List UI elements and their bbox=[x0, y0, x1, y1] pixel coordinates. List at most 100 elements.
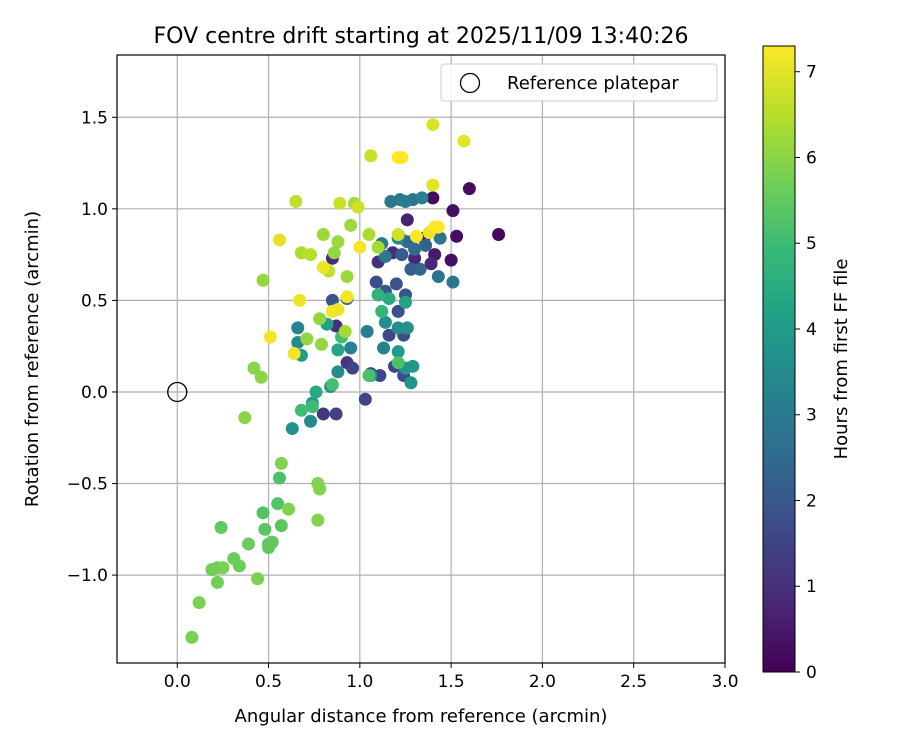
scatter-point bbox=[391, 356, 405, 370]
scatter-point bbox=[353, 240, 367, 254]
scatter-point bbox=[450, 229, 464, 243]
scatter-point bbox=[287, 347, 301, 361]
scatter-point bbox=[331, 365, 345, 379]
scatter-point bbox=[400, 213, 414, 227]
scatter-point bbox=[406, 359, 420, 373]
scatter-point bbox=[313, 312, 327, 326]
y-axis-ticks: −1.0 −0.5 0.0 0.5 1.0 1.5 bbox=[67, 108, 117, 586]
scatter-point bbox=[305, 400, 319, 414]
scatter-point bbox=[271, 497, 285, 511]
scatter-point bbox=[313, 482, 327, 496]
scatter-point bbox=[462, 182, 476, 196]
grid-lines bbox=[117, 55, 726, 663]
scatter-points bbox=[185, 118, 506, 644]
x-tick-label: 0.5 bbox=[255, 672, 282, 692]
scatter-point bbox=[210, 575, 224, 589]
scatter-point bbox=[272, 471, 286, 485]
scatter-point bbox=[294, 403, 308, 417]
scatter-point bbox=[378, 315, 392, 329]
colorbar-tick-label: 2 bbox=[806, 491, 817, 511]
scatter-point bbox=[344, 218, 358, 232]
scatter-point bbox=[258, 522, 272, 536]
scatter-point bbox=[311, 513, 325, 527]
scatter-point bbox=[362, 227, 376, 241]
colorbar-tick-label: 0 bbox=[806, 663, 817, 683]
y-tick-label: −1.0 bbox=[67, 566, 108, 586]
scatter-point bbox=[263, 330, 277, 344]
scatter-point bbox=[409, 229, 423, 243]
scatter-point bbox=[444, 253, 458, 267]
scatter-point bbox=[424, 257, 438, 271]
y-tick-label: 1.0 bbox=[81, 200, 108, 220]
scatter-point bbox=[256, 273, 270, 287]
scatter-point bbox=[431, 270, 445, 284]
scatter-point bbox=[262, 541, 276, 555]
legend-marker-reference bbox=[459, 72, 481, 94]
scatter-point bbox=[419, 238, 433, 252]
scatter-point bbox=[251, 572, 265, 586]
scatter-point bbox=[415, 191, 429, 205]
colorbar-ticks: 0 1 2 3 4 5 6 7 bbox=[795, 63, 817, 683]
scatter-point bbox=[325, 378, 339, 392]
scatter-point bbox=[327, 246, 341, 260]
reference-platepar-marker bbox=[167, 381, 188, 403]
scatter-point bbox=[358, 392, 372, 406]
scatter-point bbox=[389, 277, 403, 291]
scatter-point bbox=[274, 519, 288, 533]
scatter-point bbox=[238, 411, 252, 425]
scatter-point bbox=[214, 520, 228, 534]
scatter-point bbox=[216, 561, 230, 575]
colorbar-tick-label: 7 bbox=[806, 63, 817, 83]
colorbar-label: Hours from first FF file bbox=[831, 259, 852, 460]
scatter-point bbox=[382, 328, 396, 342]
scatter-point bbox=[408, 251, 422, 265]
scatter-point bbox=[378, 249, 392, 263]
x-tick-label: 1.5 bbox=[438, 672, 465, 692]
scatter-point bbox=[391, 345, 405, 359]
scatter-point bbox=[304, 414, 318, 428]
legend-label-reference: Reference platepar bbox=[507, 73, 679, 94]
scatter-point bbox=[274, 456, 288, 470]
scatter-point bbox=[431, 220, 445, 234]
scatter-point bbox=[360, 325, 374, 339]
scatter-point bbox=[446, 204, 460, 218]
scatter-point bbox=[375, 304, 389, 318]
colorbar-tick-label: 6 bbox=[806, 148, 817, 168]
colorbar-gradient bbox=[762, 45, 796, 673]
scatter-point bbox=[362, 368, 376, 382]
scatter-point bbox=[338, 325, 352, 339]
y-tick-label: 0.5 bbox=[81, 291, 108, 311]
colorbar-tick-label: 1 bbox=[806, 577, 817, 597]
legend-box bbox=[440, 63, 718, 102]
colorbar-tick-label: 4 bbox=[806, 320, 817, 340]
scatter-point bbox=[382, 292, 396, 306]
scatter-point bbox=[457, 134, 471, 148]
x-axis-ticks: 0.0 0.5 1.0 1.5 2.0 2.5 3.0 bbox=[164, 663, 739, 692]
scatter-point bbox=[331, 303, 345, 317]
scatter-point bbox=[293, 293, 307, 307]
scatter-point bbox=[272, 233, 286, 247]
y-tick-label: −0.5 bbox=[67, 475, 108, 495]
scatter-point bbox=[247, 361, 261, 375]
scatter-point bbox=[395, 151, 409, 165]
x-tick-label: 2.0 bbox=[529, 672, 556, 692]
scatter-point bbox=[256, 506, 270, 520]
scatter-point bbox=[408, 242, 422, 256]
x-axis-label: Angular distance from reference (arcmin) bbox=[235, 706, 608, 727]
y-tick-label: 1.5 bbox=[81, 108, 108, 128]
scatter-point bbox=[371, 240, 385, 254]
legend: Reference platepar bbox=[440, 63, 718, 102]
plot-frame bbox=[116, 54, 726, 664]
x-tick-label: 2.5 bbox=[620, 672, 647, 692]
y-axis-label: Rotation from reference (arcmin) bbox=[22, 211, 43, 507]
scatter-point bbox=[316, 227, 330, 241]
scatter-point bbox=[395, 248, 409, 262]
scatter-point bbox=[433, 231, 447, 245]
scatter-point bbox=[346, 361, 360, 375]
x-tick-label: 1.0 bbox=[346, 672, 373, 692]
colorbar: 0 1 2 3 4 5 6 7 Hours from first FF file bbox=[762, 45, 852, 683]
scatter-point bbox=[333, 196, 347, 210]
chart-title: FOV centre drift starting at 2025/11/09 … bbox=[154, 24, 689, 49]
scatter-point bbox=[492, 227, 506, 241]
